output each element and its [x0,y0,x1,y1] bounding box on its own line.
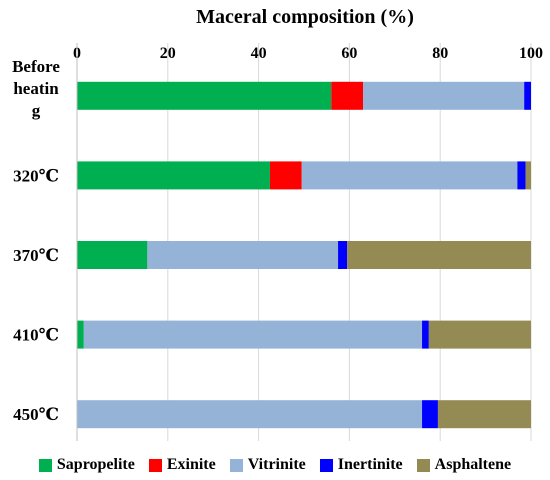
legend-label: Vitrinite [247,456,306,473]
bar-segment [525,161,531,190]
bar-segment [428,320,531,349]
legend-swatch [229,458,243,472]
x-tick-label: 100 [519,45,543,62]
bars [77,81,531,429]
category-label: 320℃ [13,166,59,185]
legend: Sapropelite Exinite Vitrinite Inertinite Asp… [0,453,550,477]
legend-item: Vitrinite [229,456,306,474]
legend-item: Inertinite [319,456,403,474]
bar-segment [437,400,531,429]
x-tick-label: 40 [251,45,267,62]
bar-segment [331,81,364,110]
bar-segment [338,241,348,269]
x-axis-title: Maceral composition (%) [196,6,414,28]
legend-swatch [416,458,430,472]
legend-item: Sapropelite [38,456,135,474]
legend-swatch [148,458,162,472]
legend-item: Exinite [148,456,216,474]
category-labels: Before heatin g 320℃ 370℃ 410℃ 450℃ [12,57,60,424]
legend-label: Sapropelite [56,456,135,473]
bar-segment [147,241,339,269]
bar-segment [422,320,429,349]
stacked-bar-chart: Maceral composition (%) 020406080100 Bef… [12,6,543,441]
bar-segment [77,320,84,349]
legend-label: Inertinite [337,456,403,473]
x-tick-label: 60 [341,45,357,62]
x-tick-label: 20 [160,45,176,62]
bar-segment [363,81,525,110]
legend-swatch [38,458,52,472]
category-label: Before heatin g [12,57,60,120]
category-label: 450℃ [13,405,59,424]
legend-swatch [319,458,333,472]
bar-segment [83,320,423,349]
bar-segment [524,81,531,110]
bar-segment [77,81,332,110]
x-tick-labels: 020406080100 [73,45,543,62]
bar-segment [77,400,423,429]
bar-segment [301,161,518,190]
x-tick-label: 80 [432,45,448,62]
bar-segment [422,400,438,429]
legend-label: Asphaltene [434,456,512,473]
bar-segment [269,161,302,190]
bar-segment [347,241,531,269]
bar-segment [77,161,270,190]
category-label: 370℃ [13,246,59,265]
category-label: 410℃ [13,326,59,345]
legend-label: Exinite [166,456,216,473]
bar-segment [517,161,526,190]
bar-segment [77,241,148,269]
legend-item: Asphaltene [416,456,512,474]
